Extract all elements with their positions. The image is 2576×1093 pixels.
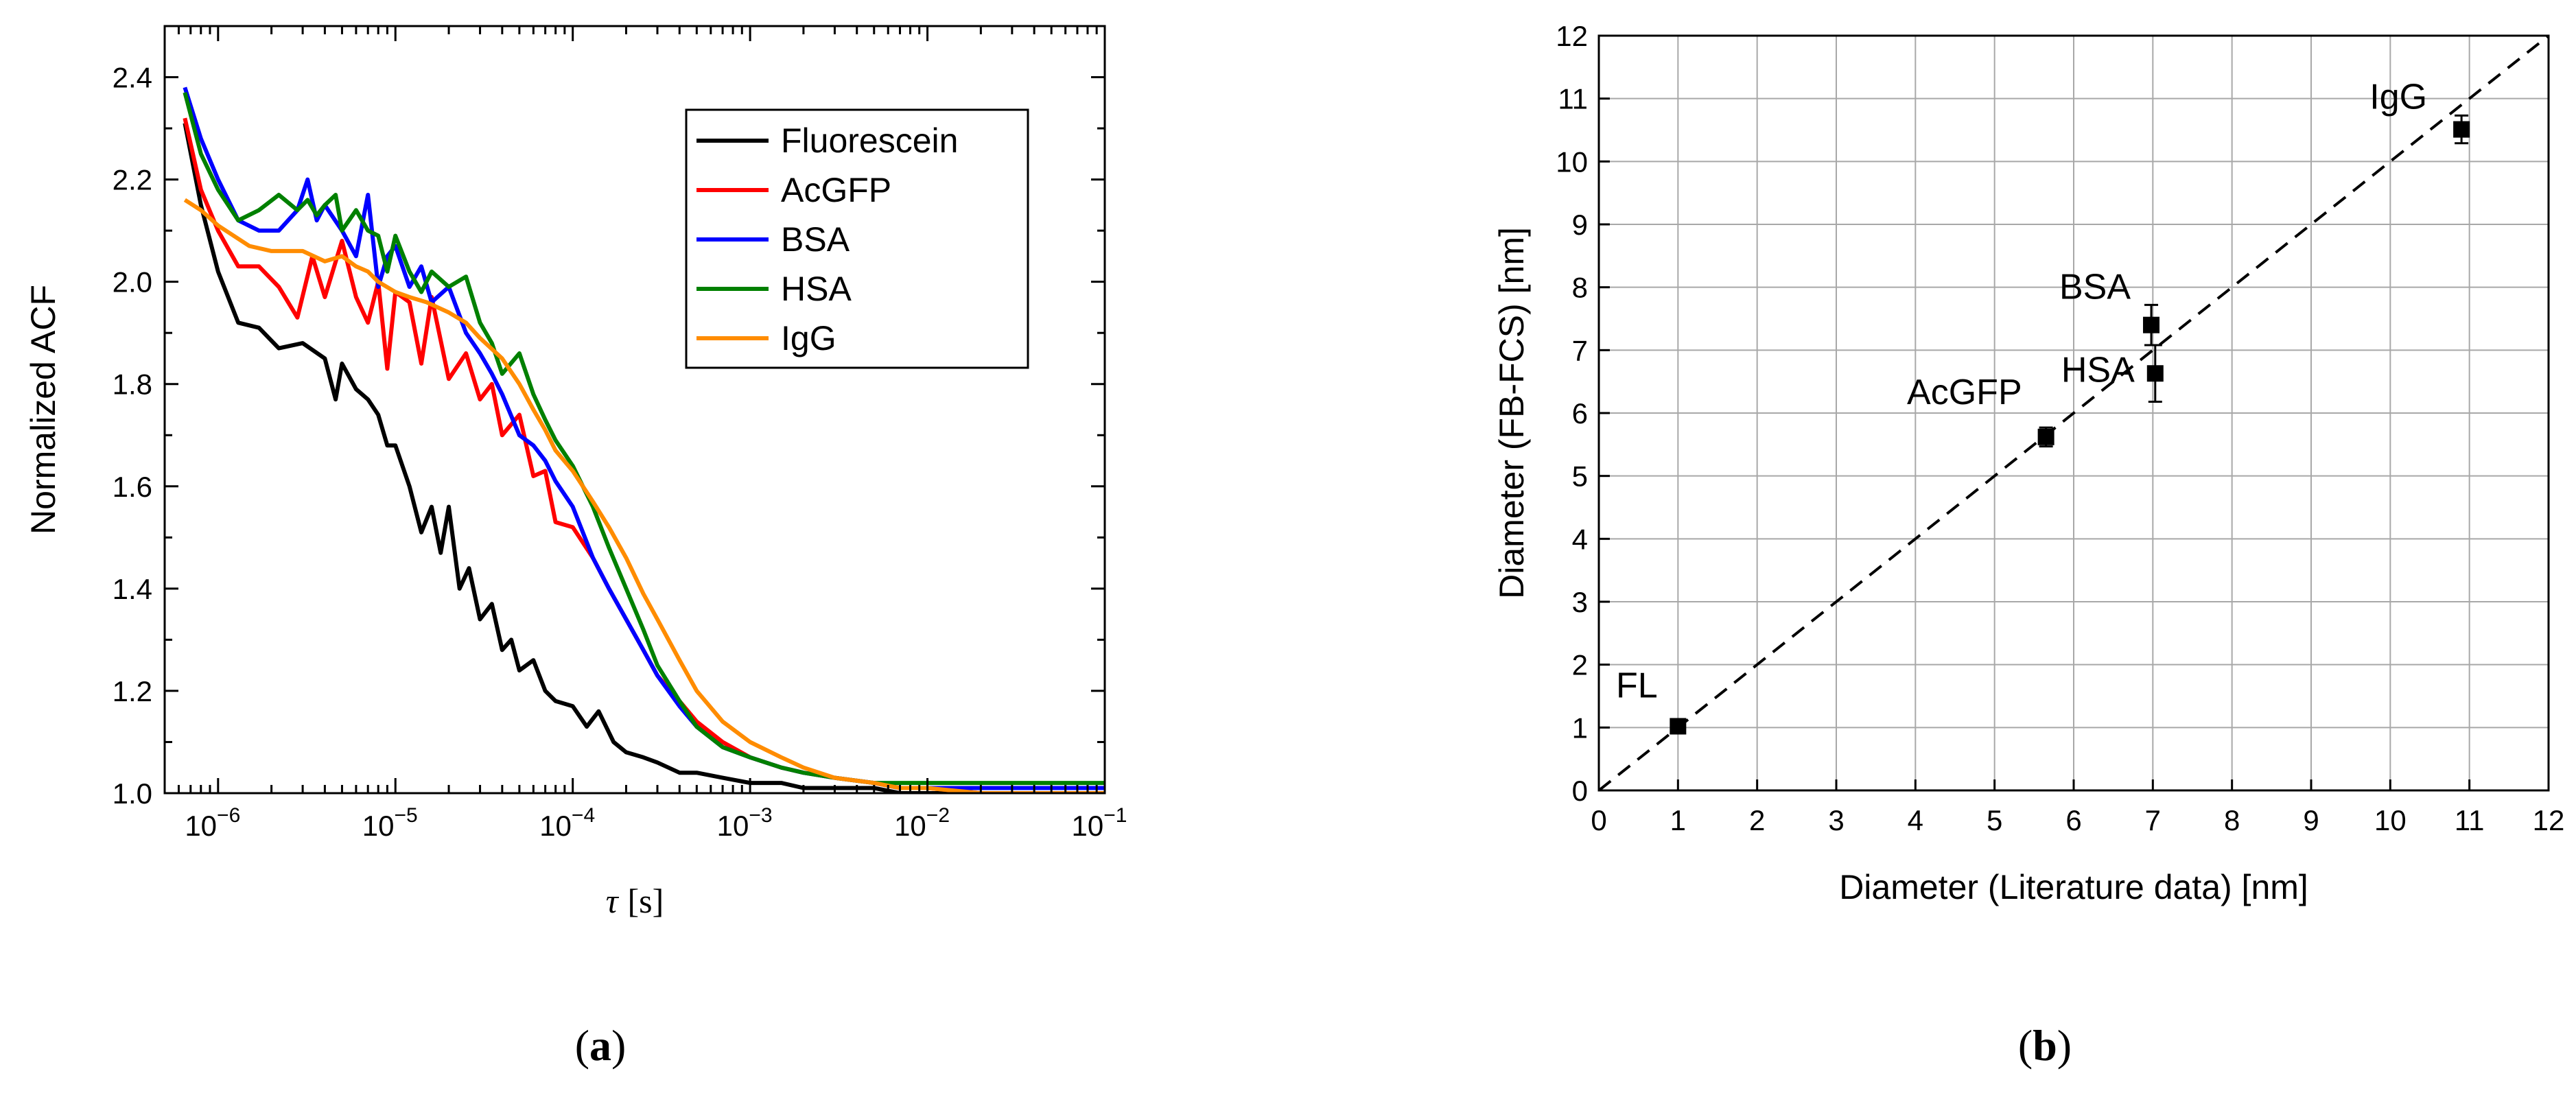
legend-label-igg: IgG (781, 319, 836, 357)
x-tick-label: 10−4 (539, 804, 595, 842)
y-tick-label: 1.0 (113, 777, 152, 810)
y-tick-label: 2 (1572, 649, 1588, 681)
panel-a-label: (a) (575, 1021, 627, 1070)
legend-entries: Fluorescein AcGFP BSA HSA IgG (696, 121, 958, 357)
panel-b-letter: b (2033, 1021, 2057, 1070)
panel-a-y-axis: 1.0 1.2 1.4 1.6 1.8 2.0 2.2 2.4 (113, 62, 1105, 810)
y-tick-label: 1 (1572, 712, 1588, 744)
tick-exponent: −4 (572, 804, 595, 827)
panel-b-ylabel: Diameter (FB-FCS) [nm] (1492, 227, 1531, 599)
x-tick-label: 10−5 (362, 804, 418, 842)
x-tick-label: 6 (2065, 804, 2081, 836)
x-tick-label: 7 (2145, 804, 2161, 836)
y-tick-label: 2.0 (113, 266, 152, 298)
x-tick-label: 10−3 (717, 804, 773, 842)
panel-a-legend: Fluorescein AcGFP BSA HSA IgG (685, 108, 1029, 369)
point-label-acgfp: AcGFP (1907, 373, 2022, 412)
panel-a-chart: 10−6 10−5 10−4 10−3 10−2 10−1 1.01.21.41.61.8… (24, 25, 1127, 920)
y-tick-label: 11 (1558, 83, 1588, 115)
panel-b-xlabel: Diameter (Literature data) [nm] (1839, 868, 2308, 906)
tick-mantissa: 10 (894, 810, 926, 842)
panel-b-label: (b) (2018, 1021, 2072, 1070)
tick-exponent: −3 (749, 804, 772, 827)
y-tick-label: 7 (1572, 334, 1588, 366)
xlabel-space (618, 882, 628, 920)
xlabel-tau: τ (606, 882, 620, 920)
tick-exponent: −2 (926, 804, 950, 827)
y-tick-label: 9 (1572, 209, 1588, 241)
x-tick-label: 4 (1908, 804, 1923, 836)
x-tick-label: 11 (2455, 804, 2485, 836)
tick-exponent: −5 (394, 804, 417, 827)
tick-mantissa: 10 (717, 810, 749, 842)
tick-mantissa: 10 (1072, 810, 1104, 842)
data-point-acgfp (2037, 428, 2054, 445)
x-tick-label: 8 (2224, 804, 2240, 836)
x-tick-label: 10−1 (1072, 804, 1127, 842)
panel-a-ylabel: Normalized ACF (24, 285, 62, 534)
y-tick-label: 2.2 (113, 164, 152, 196)
data-point-fl (1670, 718, 1687, 735)
x-tick-label: 1 (1670, 804, 1686, 836)
point-label-bsa: BSA (2059, 268, 2131, 307)
legend-label-acgfp: AcGFP (781, 171, 891, 209)
legend-label-bsa: BSA (781, 220, 850, 259)
series-line-fluorescein (183, 123, 1105, 793)
tick-exponent: −6 (217, 804, 240, 827)
point-label-hsa: HSA (2061, 350, 2135, 390)
legend-label-fluorescein: Fluorescein (781, 121, 958, 160)
xlabel-unit: [s] (628, 882, 664, 920)
series-line-hsa (183, 92, 1105, 786)
y-tick-label: 1.4 (113, 573, 152, 605)
tick-exponent: −1 (1103, 804, 1127, 827)
y-tick-label: 8 (1572, 272, 1588, 304)
panel-a-x-axis: 10−6 10−5 10−4 10−3 10−2 10−1 (163, 26, 1127, 842)
legend-label-hsa: HSA (781, 270, 852, 308)
tick-mantissa: 10 (539, 810, 572, 842)
panel-b-data-points: FL AcGFP BSA HSA IgG (1616, 78, 2470, 735)
data-point-hsa (2146, 365, 2164, 382)
point-label-fl: FL (1616, 666, 1658, 706)
x-tick-label: 3 (1828, 804, 1844, 836)
x-tick-label: 5 (1987, 804, 2002, 836)
x-tick-label: 0 (1591, 804, 1606, 836)
identity-reference-line (1599, 36, 2549, 790)
panel-b-x-axis: 0 1 2 3 4 5 6 7 8 9 10 11 12 (1591, 779, 2564, 836)
y-tick-label: 10 (1556, 145, 1588, 178)
data-point-bsa (2143, 316, 2160, 333)
panel-a-curves (183, 86, 1105, 793)
y-tick-label: 1.2 (113, 675, 152, 707)
y-tick-label: 4 (1572, 523, 1588, 555)
y-tick-label: 3 (1572, 586, 1588, 618)
y-tick-label: 2.4 (113, 62, 152, 94)
y-tick-label: 5 (1572, 460, 1588, 493)
series-line-igg (183, 198, 1105, 793)
y-tick-label: 12 (1556, 20, 1588, 52)
x-tick-label: 10−6 (185, 804, 240, 842)
y-tick-label: 0 (1572, 775, 1588, 807)
y-tick-label: 1.8 (113, 368, 152, 401)
y-tick-label: 1.6 (113, 471, 152, 503)
point-label-igg: IgG (2369, 78, 2427, 117)
x-tick-label: 2 (1749, 804, 1765, 836)
panel-a-plot-frame (163, 25, 1106, 795)
data-point-igg (2453, 121, 2470, 138)
tick-mantissa: 10 (362, 810, 395, 842)
x-tick-label: 10 (2374, 804, 2407, 836)
panel-a-letter: a (589, 1021, 611, 1070)
tick-mantissa: 10 (185, 810, 217, 842)
panel-a-xlabel: τ [s] (606, 882, 664, 920)
x-tick-label: 10−2 (894, 804, 950, 842)
x-tick-label: 9 (2303, 804, 2319, 836)
x-tick-label: 12 (2533, 804, 2565, 836)
y-tick-label: 6 (1572, 397, 1588, 430)
